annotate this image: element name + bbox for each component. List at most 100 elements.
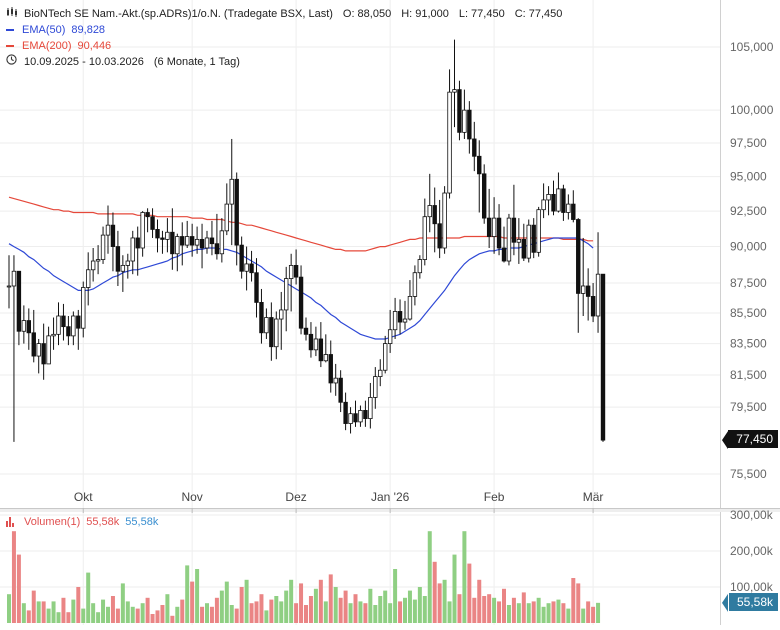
time-tick-label: Mär [583,490,604,504]
candle-body [115,246,121,272]
candle-body [125,260,130,266]
open-value: 88,050 [357,8,392,20]
candle-body [308,333,314,351]
volume-bar [214,597,219,623]
volume-bar [452,554,457,623]
price-tick-label: 97,500 [730,136,767,150]
volume-bar [254,601,259,623]
candle-body [348,413,353,424]
volume-legend[interactable]: Volumen(1) 55,58k 55,58k [6,516,158,528]
legend-range-row[interactable]: 10.09.2025 - 10.03.2026 (6 Monate, 1 Tag… [6,54,562,70]
candle-body [387,329,393,345]
candle-body [224,203,229,232]
candle-body [526,224,531,259]
volume-bar [71,599,76,623]
price-tick-label: 100,000 [730,103,774,117]
volume-bar [596,602,601,623]
volume-bar [521,592,526,623]
legend-title-row: BioNTech SE Nam.-Akt.(sp.ADRs)1/o.N. (Tr… [6,6,562,22]
candle-body [81,287,86,329]
volume-bar [46,608,51,623]
candle-body [36,343,41,357]
candle-body [110,224,116,247]
volume-bar [502,588,506,623]
candle-body [288,264,294,279]
volume-bar [110,596,115,623]
candle-body [457,89,462,133]
volume-bar [398,601,403,623]
volume-bar [333,587,338,623]
volume-bar [581,608,586,623]
volume-value-blue: 55,58k [125,516,159,528]
volume-bar [190,581,195,623]
volume-bar [551,601,556,623]
volume-tick-label: 200,00k [730,544,774,558]
time-tick-label: Okt [74,490,93,504]
candle-body [86,269,91,288]
volume-bar [145,597,150,623]
last-price-badge: 77,450 [728,430,778,449]
candle-body [363,410,368,420]
instrument-title: BioNTech SE Nam.-Akt.(sp.ADRs)1/o.N. (Tr… [24,8,333,20]
volume-bar [348,603,353,623]
close-value: 77,450 [528,8,563,20]
volume-bar [36,601,41,623]
volume-bar [66,612,71,623]
candle-body [422,216,427,260]
candle-body [373,376,378,398]
candle-body [496,217,502,249]
volume-bar [299,583,304,623]
candle-body [76,315,81,329]
candle-body [412,272,418,297]
candle-body [467,109,472,140]
candle-body [566,203,571,213]
volume-bar [249,603,254,623]
candle-body [66,326,71,337]
candle-body [209,237,215,245]
volume-bar [546,603,551,623]
ema200-swatch [6,45,14,47]
volume-bar [422,596,427,623]
volume-bar [106,606,110,623]
candle-body [175,236,180,255]
candle-body [556,188,561,212]
volume-bar [556,599,561,623]
candle-body [378,369,383,377]
volume-bar [259,594,264,623]
candle-body [328,354,333,384]
volume-bar [442,579,447,623]
candle-body [21,320,27,332]
volume-bar [368,588,373,623]
volume-bar [185,565,190,623]
time-tick-label: Nov [181,490,202,504]
volume-bar [457,594,462,623]
candle-body [90,260,96,271]
volume-bar [91,603,96,623]
volume-label: Volumen(1) [24,516,81,528]
candle-body [472,138,477,157]
volume-bar [437,583,442,623]
volume-bar [526,603,531,623]
candle-body [576,219,581,294]
volume-bar [140,603,145,623]
volume-bar [407,590,412,623]
candle-body [165,231,170,240]
volume-tick-label: 100,00k [730,580,774,594]
volume-bar [338,597,343,623]
volume-bar [432,561,437,623]
volume-bar [328,574,333,623]
candle-body [581,285,586,294]
candle-body [279,309,284,320]
candle-body [31,332,36,357]
legend-ema50-row[interactable]: EMA(50) 89,828 [6,22,562,38]
candle-body [368,397,373,420]
volume-bar [229,605,234,623]
legend-ema200-row[interactable]: EMA(200) 90,446 [6,38,562,54]
price-tick-label: 87,500 [730,276,767,290]
candle-body [16,270,22,332]
candle-body [521,238,526,259]
volume-bar [541,606,546,623]
candle-body [160,237,165,240]
